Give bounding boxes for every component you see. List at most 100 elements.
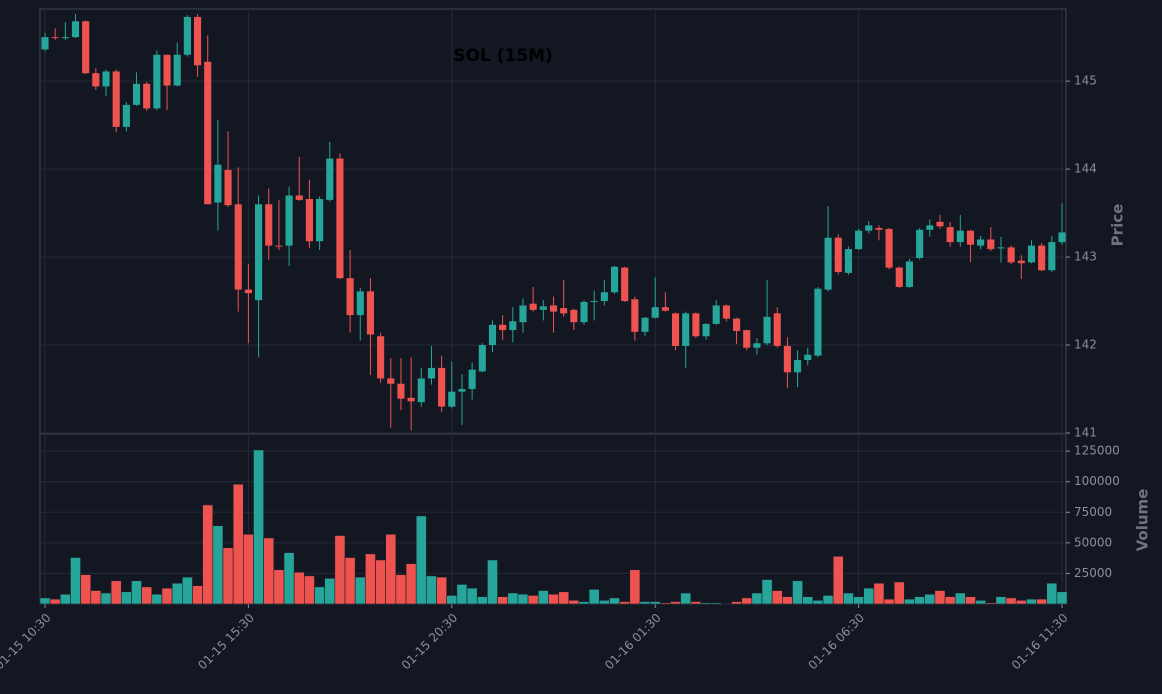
candle-body	[570, 309, 578, 323]
volume-bar	[334, 535, 346, 605]
candle-body	[1027, 245, 1036, 263]
volume-bar	[639, 601, 651, 605]
volume-bar	[893, 581, 905, 605]
candle-body	[885, 228, 893, 268]
candle-body	[478, 345, 486, 372]
volume-axis-label: Volume	[1134, 489, 1152, 552]
volume-bar	[802, 596, 814, 605]
volume-bar	[843, 592, 854, 605]
candle-body	[580, 301, 588, 323]
volume-bar	[853, 596, 864, 605]
candle-body	[499, 324, 507, 331]
candle-body	[865, 225, 873, 231]
volume-bar	[263, 537, 275, 605]
candle-body	[1017, 260, 1025, 264]
volume-bar	[100, 592, 112, 605]
candle-body	[987, 239, 995, 250]
y-tick-label: 145	[1074, 74, 1097, 88]
candle-body	[163, 54, 171, 86]
candle-body	[224, 169, 232, 206]
candle-body	[346, 278, 354, 316]
candle-body	[773, 313, 781, 346]
volume-bar	[456, 584, 468, 605]
candle-body	[794, 359, 802, 373]
volume-bar	[466, 587, 478, 605]
candle-body	[265, 204, 273, 246]
candle-body	[255, 204, 263, 301]
candle-body	[549, 305, 558, 312]
volume-bar	[995, 596, 1007, 605]
volume-bar	[243, 533, 254, 605]
candle-body	[600, 292, 608, 302]
volume-bar	[497, 596, 509, 605]
volume-bar	[304, 575, 315, 605]
candle-body	[753, 343, 761, 348]
candle-body	[875, 228, 883, 230]
candle-body	[1048, 242, 1056, 271]
candle-body	[377, 336, 385, 379]
volume-tick-label: 50000	[1074, 535, 1112, 549]
candle-body	[214, 164, 222, 203]
candle-body	[295, 195, 303, 200]
candle-body	[71, 21, 80, 38]
volume-bar	[517, 593, 529, 605]
volume-bar	[487, 559, 498, 605]
volume-bar	[812, 600, 824, 605]
volume-bar	[426, 575, 437, 605]
candle-body	[82, 21, 90, 74]
candle-body	[1007, 247, 1015, 263]
volume-bar	[202, 504, 214, 605]
volume-tick-label: 75000	[1074, 505, 1112, 519]
candle-body	[814, 288, 822, 356]
candle-body	[824, 237, 832, 290]
chart-title: SOL (15M)	[453, 46, 553, 66]
volume-tick-label: 25000	[1074, 566, 1112, 580]
volume-bar	[385, 533, 397, 605]
volume-bar	[375, 559, 386, 605]
volume-bar	[1005, 597, 1017, 605]
candle-body	[844, 249, 852, 273]
candle-body	[702, 323, 710, 337]
candle-body	[366, 291, 374, 335]
volume-bar	[710, 602, 722, 605]
volume-bar	[192, 585, 203, 605]
volume-bar	[721, 603, 732, 605]
volume-bar	[527, 595, 539, 605]
volume-bar	[120, 591, 132, 605]
volume-bar	[293, 571, 305, 605]
candle-body	[519, 305, 527, 323]
candle-body	[488, 324, 497, 346]
volume-bar	[446, 595, 458, 605]
candle-body	[448, 391, 456, 407]
candle-body	[977, 239, 985, 246]
candle-body	[41, 37, 49, 50]
volume-bar	[883, 598, 895, 605]
candle-body	[926, 225, 934, 230]
volume-tick-label: 125000	[1074, 444, 1120, 458]
volume-bar	[161, 587, 173, 605]
volume-bar	[507, 592, 519, 605]
volume-bar	[904, 598, 915, 605]
candle-body	[122, 104, 130, 127]
candle-body	[173, 54, 181, 86]
volume-bar	[39, 597, 51, 605]
candle-body	[905, 261, 914, 287]
volume-bar	[690, 601, 702, 605]
volume-bar	[212, 525, 224, 605]
candle-body	[438, 367, 446, 407]
candle-body	[763, 316, 771, 344]
volume-bar	[751, 592, 763, 605]
y-tick-label: 142	[1074, 338, 1097, 352]
candle-body	[966, 230, 975, 245]
candle-body	[946, 227, 954, 243]
volume-bar	[965, 596, 976, 605]
candle-body	[956, 230, 964, 243]
volume-bar	[171, 582, 183, 605]
volume-bar	[731, 601, 742, 605]
candle-body	[193, 16, 202, 66]
volume-bar	[354, 576, 366, 605]
volume-bar	[975, 600, 987, 605]
volume-bar	[924, 593, 936, 605]
candle-body	[997, 247, 1005, 249]
